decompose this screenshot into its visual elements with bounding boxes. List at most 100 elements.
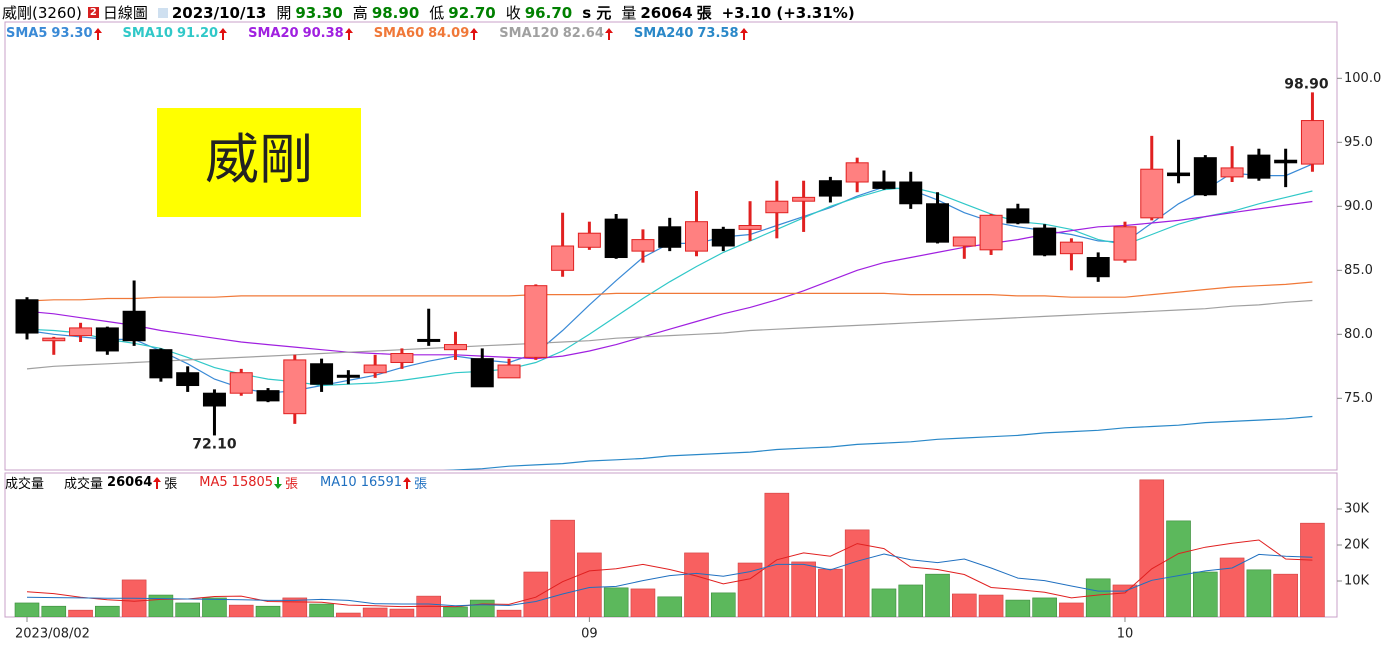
candle-body	[926, 203, 950, 243]
candle-body	[631, 239, 655, 252]
date: 2023/10/13	[171, 3, 267, 22]
trend-arrow	[470, 27, 479, 40]
legend-name: SMA240	[633, 26, 694, 41]
volume-bar	[1166, 520, 1191, 617]
volume-title: 成交量	[5, 477, 45, 492]
legend-name: SMA20	[248, 26, 299, 41]
ma-line	[26, 299, 1313, 370]
volume-bar	[844, 529, 870, 617]
legend-item: MA10 16591 張	[320, 473, 431, 492]
arrow-shape	[153, 476, 162, 489]
candle-body	[15, 299, 39, 334]
stock-name: 威剛(3260)	[2, 4, 82, 22]
candle-body	[1113, 226, 1137, 261]
legend-name: SMA120	[499, 26, 559, 41]
legend-value: 16591	[360, 475, 403, 490]
volume-bar	[710, 592, 736, 617]
max-label: 98.90	[1284, 76, 1329, 92]
candle-body	[524, 285, 548, 358]
candle-body	[845, 162, 869, 183]
ma-line	[26, 281, 1313, 302]
volume-bar	[603, 587, 629, 617]
candle-body	[765, 200, 789, 214]
volume-bar	[496, 609, 522, 617]
volume-ma-line	[26, 553, 1313, 607]
volume-bar	[577, 552, 602, 617]
trend-arrow	[403, 476, 412, 489]
candle-body	[1086, 257, 1110, 278]
candle-body	[872, 181, 896, 189]
volume-bar	[791, 561, 816, 617]
candle-body	[1033, 227, 1057, 256]
volume-bar	[389, 608, 415, 617]
candle-body	[685, 221, 708, 252]
legend-item: SMA120 82.64	[499, 26, 616, 41]
candle-body	[551, 245, 575, 271]
legend-value: 26064	[107, 475, 153, 490]
volume-bar	[228, 604, 254, 617]
arrow-shape	[344, 27, 353, 40]
legend-name: SMA10	[122, 26, 173, 41]
candle-body	[711, 228, 735, 247]
candle-body	[336, 374, 360, 378]
volume-bar	[1112, 584, 1138, 617]
volume-bar	[1300, 522, 1325, 617]
volume-bar	[925, 573, 950, 617]
volume-y-tick-label: 20K	[1344, 538, 1370, 553]
candle-body	[443, 344, 467, 351]
volume-bar	[255, 605, 281, 617]
candle-body	[818, 180, 842, 197]
change: +3.10 (+3.31%)	[721, 3, 855, 22]
y-tick-label: 90.0	[1344, 199, 1373, 214]
volume-bar	[523, 571, 549, 617]
legend-value: 82.64	[562, 26, 604, 41]
candle-body	[390, 353, 414, 363]
legend-name: MA10	[320, 475, 357, 490]
legend-item: 成交量 26064 張	[64, 473, 181, 492]
candle-body	[1167, 172, 1191, 177]
arrow-shape	[604, 27, 613, 40]
candle-body	[979, 214, 1003, 251]
legend-name: SMA5	[6, 26, 48, 41]
candle-body	[792, 196, 816, 202]
candle-body	[417, 338, 441, 342]
candle-body	[1220, 167, 1244, 178]
y-tick-label: 95.0	[1344, 135, 1373, 150]
candle-body	[952, 236, 976, 247]
candle-body	[283, 359, 307, 415]
candle-body	[95, 327, 119, 352]
volume-bar	[336, 612, 361, 617]
legend-unit: 張	[285, 477, 299, 492]
x-tick-label: 2023/08/02	[15, 627, 90, 642]
volume-bar	[148, 594, 174, 617]
menu-icon[interactable]	[157, 7, 168, 18]
legend-item: SMA10 91.20	[123, 26, 231, 41]
candle-body	[176, 372, 200, 387]
x-tick-label: 10	[1117, 627, 1134, 642]
trend-arrow	[153, 476, 162, 489]
legend-name: MA5	[199, 475, 228, 490]
legend-value: 73.58	[697, 26, 739, 41]
volume-bar	[1193, 571, 1218, 617]
badge-box	[157, 108, 361, 217]
trend-arrow	[93, 27, 102, 40]
trend-arrow	[344, 27, 353, 40]
legend-unit: 張	[164, 477, 178, 492]
volume-bar	[684, 552, 709, 617]
volume-legend: 成交量 成交量 26064 張 MA5 15805 張 MA10 16591 張	[5, 473, 449, 492]
candle-body	[69, 327, 93, 337]
legend-value: 84.09	[428, 26, 470, 41]
candle-body	[658, 226, 682, 248]
volume-bar	[1219, 557, 1245, 617]
trend-arrow	[739, 27, 748, 40]
field-label: 高	[352, 4, 368, 22]
arrow-shape	[93, 27, 102, 40]
volume-bar	[1085, 578, 1111, 617]
volume-bar	[630, 588, 656, 617]
volume-bar	[309, 603, 334, 617]
y-tick-label: 85.0	[1344, 263, 1373, 278]
candle-body	[310, 363, 334, 385]
y-tick-label: 100.0	[1344, 71, 1381, 86]
field-value: 92.70	[448, 3, 496, 22]
candle-body	[738, 225, 762, 230]
